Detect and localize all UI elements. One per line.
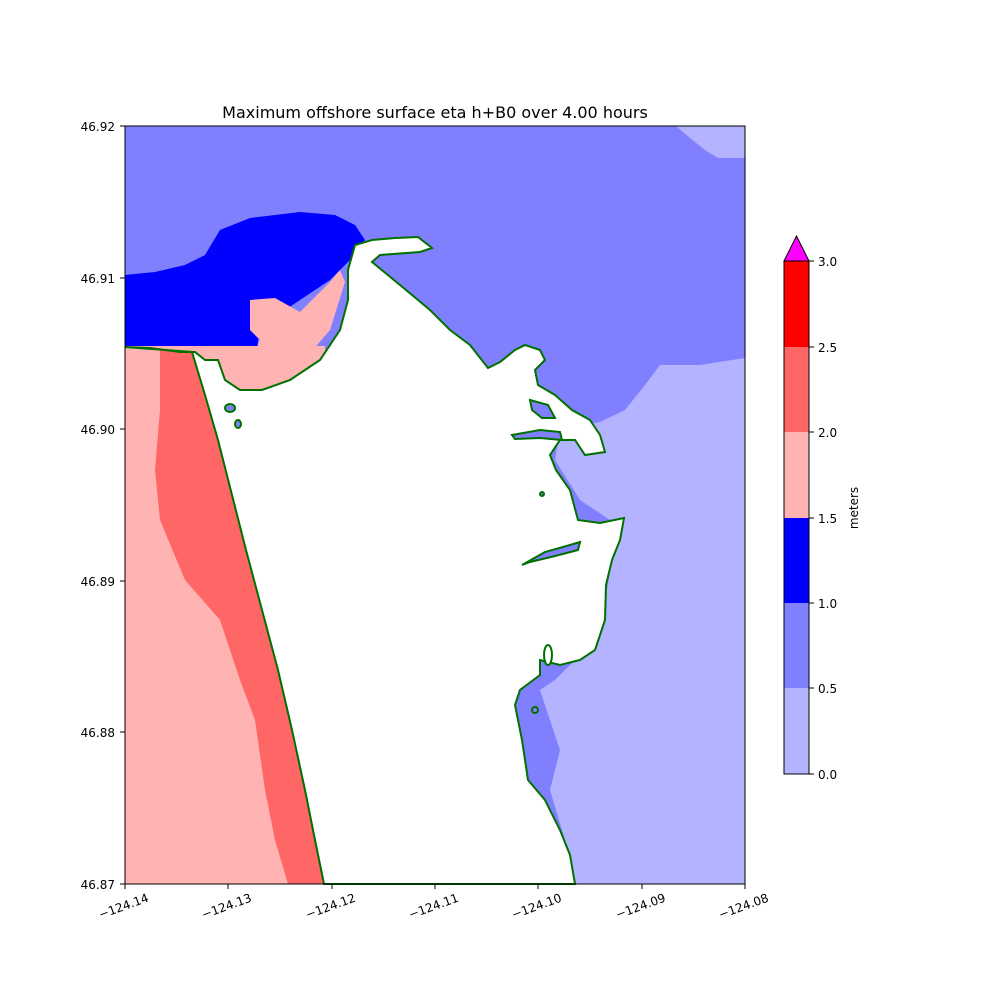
colorbar-tick-label: 2.0 (818, 426, 837, 440)
colorbar-level (784, 261, 809, 347)
x-tick-label: −124.08 (717, 891, 771, 922)
inlet-channel-1 (510, 428, 564, 442)
colorbar-level (784, 688, 809, 774)
colorbar-tick-label: 1.5 (818, 512, 837, 526)
y-tick-label: 46.91 (81, 272, 115, 286)
x-tick-label: −124.12 (304, 891, 358, 922)
land-peninsula (124, 235, 626, 885)
map-plot (124, 125, 746, 885)
colorbar-tick-label: 1.0 (818, 597, 837, 611)
x-axis: −124.14 −124.13 −124.12 −124.11 −124.10 … (97, 884, 771, 922)
colorbar-level (784, 518, 809, 603)
islet-5 (531, 706, 539, 714)
y-tick-label: 46.88 (81, 726, 115, 740)
x-tick-label: −124.11 (407, 891, 461, 922)
y-tick-label: 46.92 (81, 120, 115, 134)
x-tick-label: −124.13 (200, 891, 254, 922)
islet-2 (234, 419, 242, 429)
y-tick-label: 46.90 (81, 423, 115, 437)
map-title: Maximum offshore surface eta h+B0 over 4… (222, 103, 648, 122)
zone-northeast-low (676, 126, 745, 158)
y-tick-label: 46.87 (81, 878, 115, 892)
colorbar-label: meters (847, 487, 861, 529)
colorbar-level (784, 603, 809, 688)
colorbar-tick-label: 0.0 (818, 768, 837, 782)
colorbar-tick-label: 0.5 (818, 682, 837, 696)
x-tick-label: −124.14 (97, 891, 151, 922)
zone-entrance-high (125, 212, 365, 388)
colorbar-extend-arrow (783, 234, 810, 262)
islet-1 (224, 403, 236, 413)
y-tick-label: 46.89 (81, 575, 115, 589)
colorbar-tick-label: 2.5 (818, 341, 837, 355)
colorbar-level (784, 347, 809, 432)
islet-4 (543, 644, 553, 666)
y-axis: 46.92 46.91 46.90 46.89 46.88 46.87 (81, 120, 125, 892)
inlet-channel-2 (521, 540, 582, 566)
zone-east-low (540, 358, 745, 884)
inlet-channel-3 (528, 398, 557, 419)
zone-ocean-coast (155, 350, 326, 884)
x-tick-label: −124.09 (614, 891, 668, 922)
colorbar-tick-label: 3.0 (818, 255, 837, 269)
islet-3 (539, 491, 545, 497)
colorbar: 0.0 0.5 1.0 1.5 2.0 2.5 3.0 meters (783, 234, 861, 782)
x-tick-label: −124.10 (510, 891, 564, 922)
colorbar-level (784, 432, 809, 518)
